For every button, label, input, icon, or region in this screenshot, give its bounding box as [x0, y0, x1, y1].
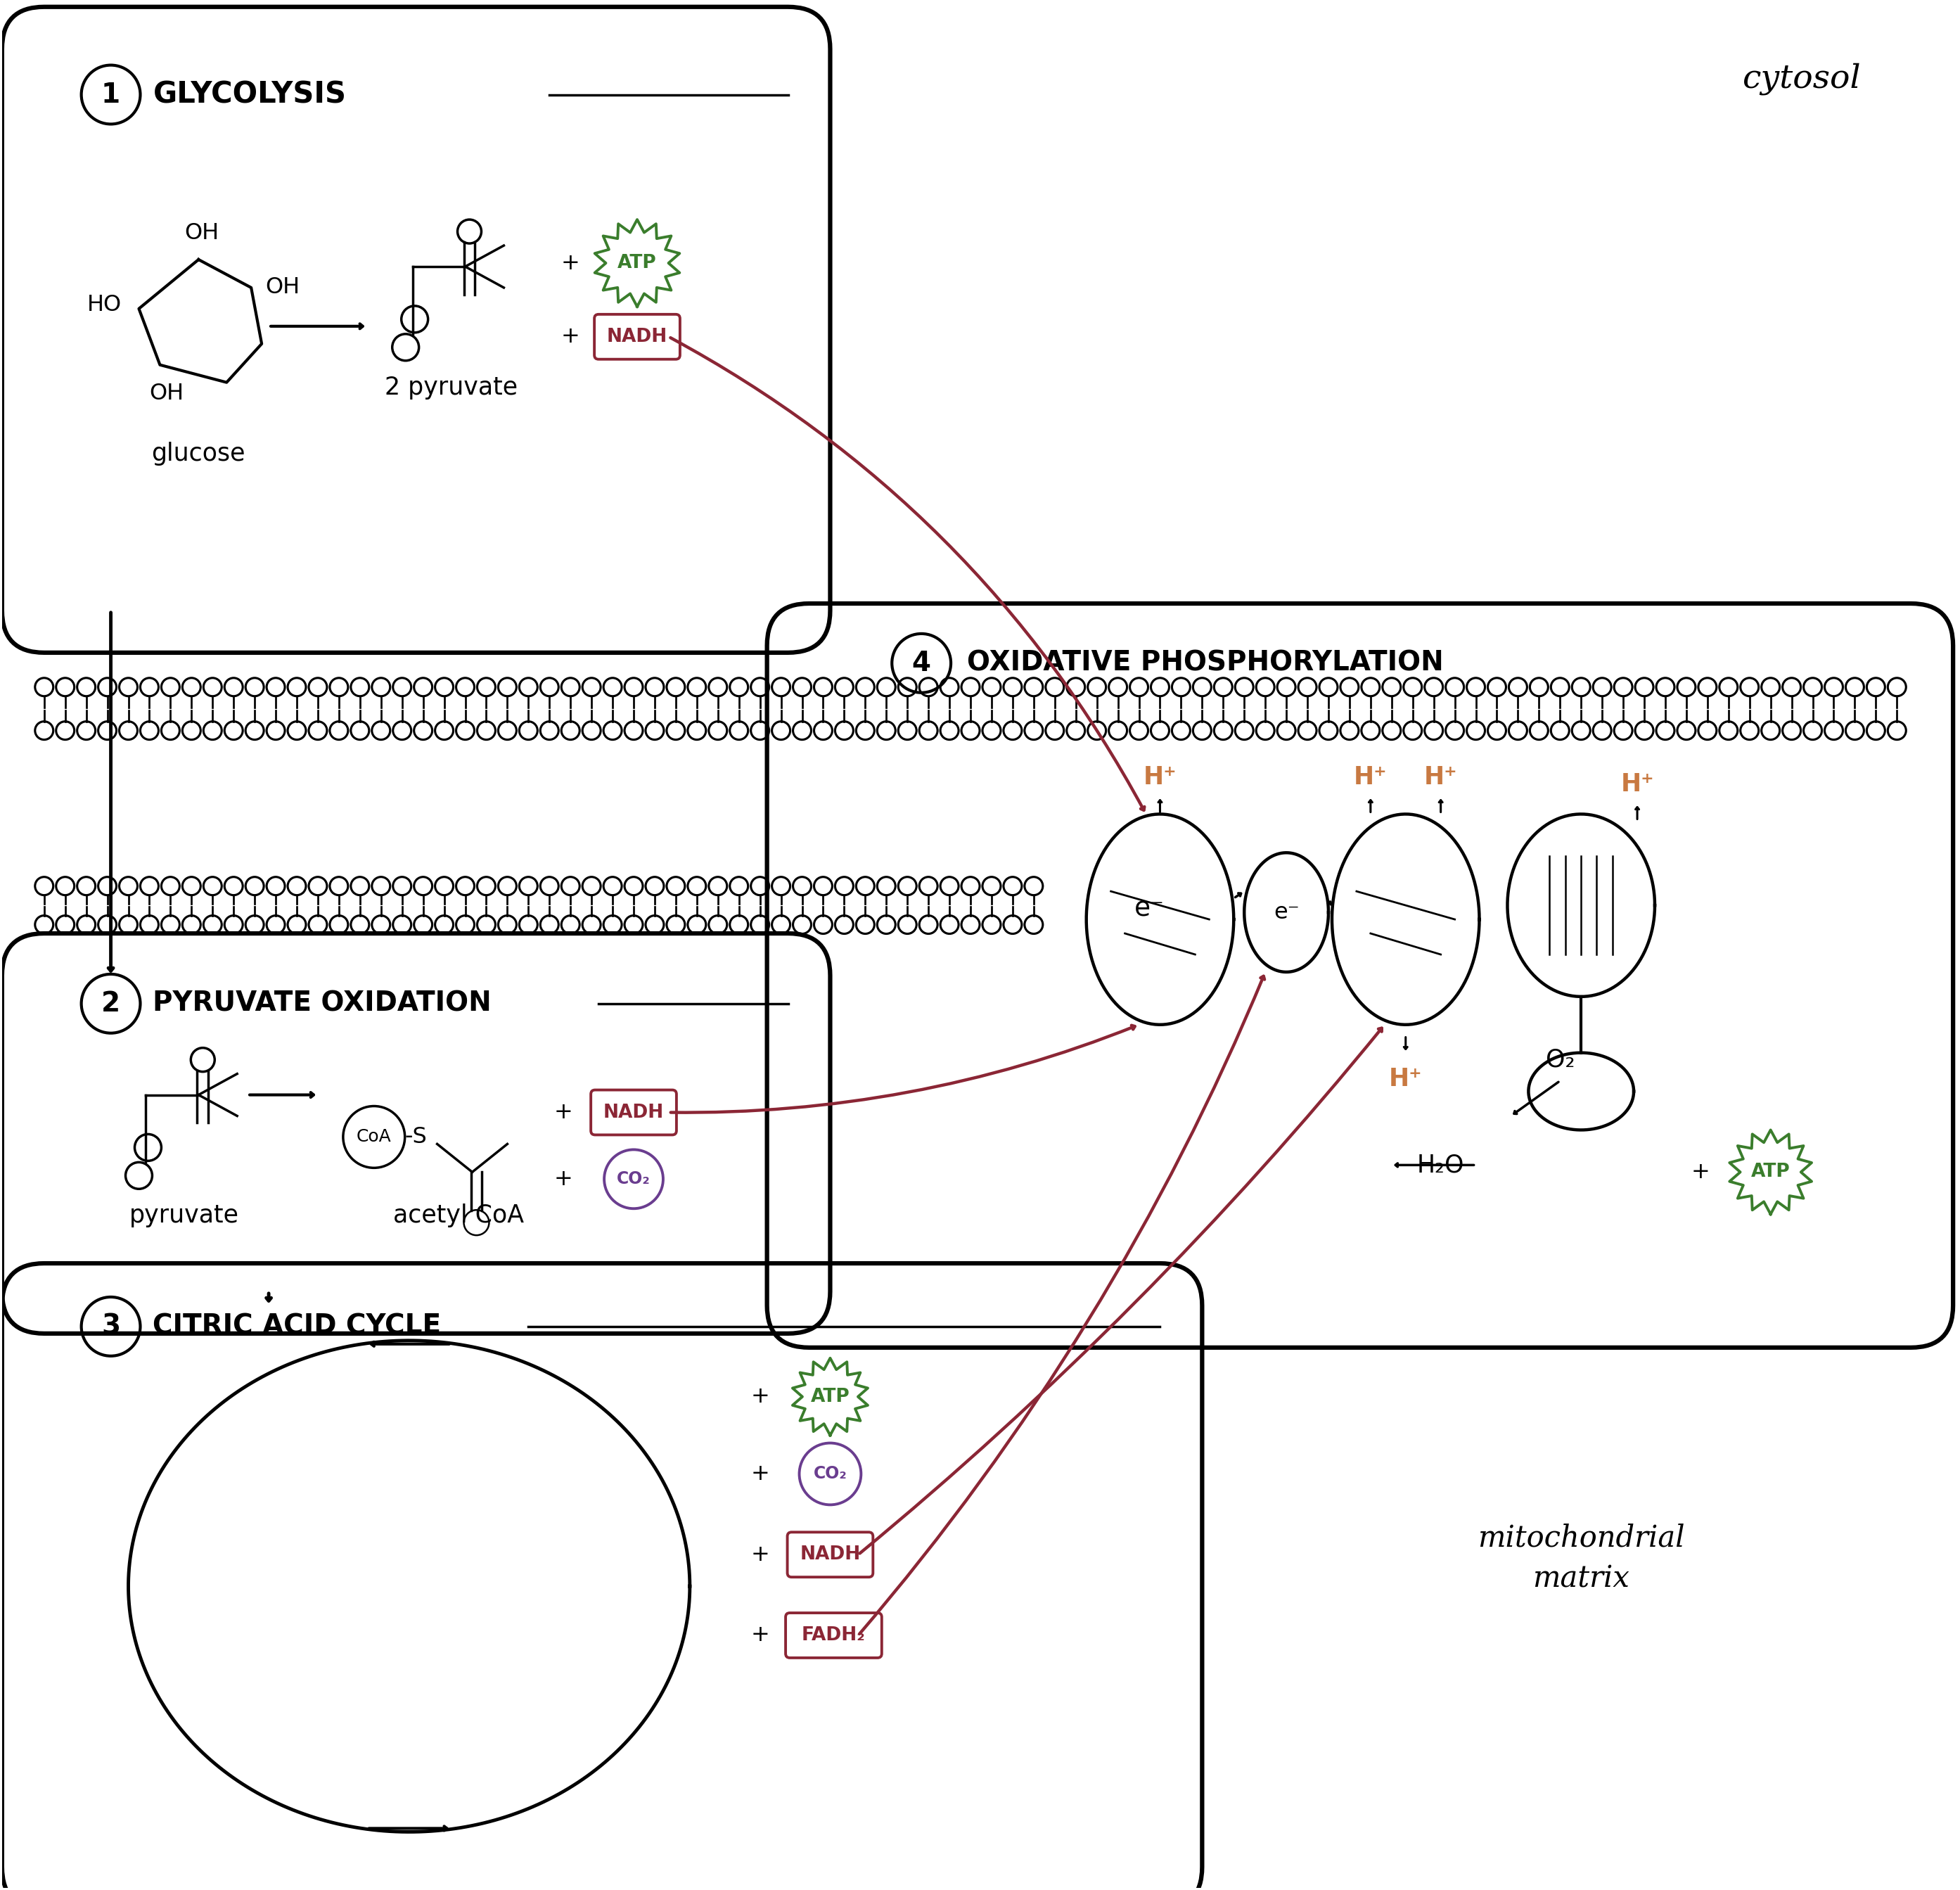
- Text: H⁺: H⁺: [1425, 765, 1458, 790]
- Text: H⁺: H⁺: [1390, 1066, 1423, 1091]
- Text: 4: 4: [911, 650, 931, 677]
- Text: cytosol: cytosol: [1742, 62, 1862, 95]
- FancyBboxPatch shape: [590, 1091, 676, 1134]
- Text: +: +: [561, 325, 580, 348]
- Text: e⁻: e⁻: [1274, 902, 1299, 922]
- Text: ATP: ATP: [1750, 1162, 1789, 1181]
- FancyBboxPatch shape: [594, 314, 680, 359]
- Polygon shape: [594, 219, 680, 306]
- Text: NADH: NADH: [608, 327, 668, 346]
- Text: O₂: O₂: [1544, 1047, 1574, 1072]
- Text: CO₂: CO₂: [617, 1170, 651, 1187]
- Text: e⁻: e⁻: [1135, 896, 1164, 922]
- Text: CoA: CoA: [357, 1128, 392, 1145]
- Text: NADH: NADH: [800, 1546, 860, 1563]
- Text: pyruvate: pyruvate: [129, 1204, 239, 1228]
- Polygon shape: [792, 1359, 868, 1435]
- Text: H⁺: H⁺: [1354, 765, 1388, 790]
- Text: +: +: [1691, 1160, 1709, 1183]
- Text: ATP: ATP: [617, 253, 657, 272]
- Text: NADH: NADH: [604, 1104, 664, 1121]
- Text: +: +: [751, 1385, 770, 1408]
- Polygon shape: [127, 1340, 690, 1831]
- Text: CITRIC ACID CYCLE: CITRIC ACID CYCLE: [153, 1314, 441, 1340]
- Text: 2: 2: [102, 990, 120, 1017]
- Polygon shape: [1086, 815, 1233, 1024]
- Text: +: +: [561, 251, 580, 274]
- Text: PYRUVATE OXIDATION: PYRUVATE OXIDATION: [153, 990, 492, 1017]
- Text: +: +: [751, 1463, 770, 1486]
- Text: mitochondrial
matrix: mitochondrial matrix: [1478, 1523, 1686, 1593]
- Polygon shape: [1333, 815, 1480, 1024]
- Text: +: +: [555, 1168, 572, 1191]
- Text: FADH₂: FADH₂: [802, 1625, 866, 1644]
- Polygon shape: [1729, 1130, 1811, 1213]
- FancyBboxPatch shape: [788, 1533, 872, 1576]
- Text: H⁺: H⁺: [1143, 765, 1176, 790]
- Text: H₂O: H₂O: [1417, 1153, 1464, 1177]
- Text: GLYCOLYSIS: GLYCOLYSIS: [153, 79, 347, 110]
- Text: 2 pyruvate: 2 pyruvate: [384, 376, 517, 399]
- Text: glucose: glucose: [151, 442, 245, 467]
- Text: H⁺: H⁺: [1621, 773, 1654, 796]
- Text: +: +: [751, 1624, 770, 1646]
- Text: acetyl CoA: acetyl CoA: [392, 1204, 523, 1228]
- Text: +: +: [555, 1102, 572, 1123]
- Polygon shape: [1245, 852, 1329, 971]
- Text: -S: -S: [406, 1126, 427, 1147]
- Polygon shape: [1507, 815, 1654, 996]
- Polygon shape: [1529, 1053, 1635, 1130]
- Text: 1: 1: [102, 81, 120, 108]
- Text: +: +: [751, 1544, 770, 1565]
- Text: OXIDATIVE PHOSPHORYLATION: OXIDATIVE PHOSPHORYLATION: [966, 650, 1445, 677]
- FancyBboxPatch shape: [786, 1612, 882, 1658]
- Text: CO₂: CO₂: [813, 1465, 847, 1482]
- Text: 3: 3: [102, 1314, 120, 1340]
- Text: ATP: ATP: [811, 1387, 851, 1406]
- Text: OH: OH: [149, 382, 184, 404]
- Text: HO: HO: [86, 295, 122, 316]
- Text: OH: OH: [184, 223, 220, 244]
- Text: OH: OH: [265, 276, 300, 299]
